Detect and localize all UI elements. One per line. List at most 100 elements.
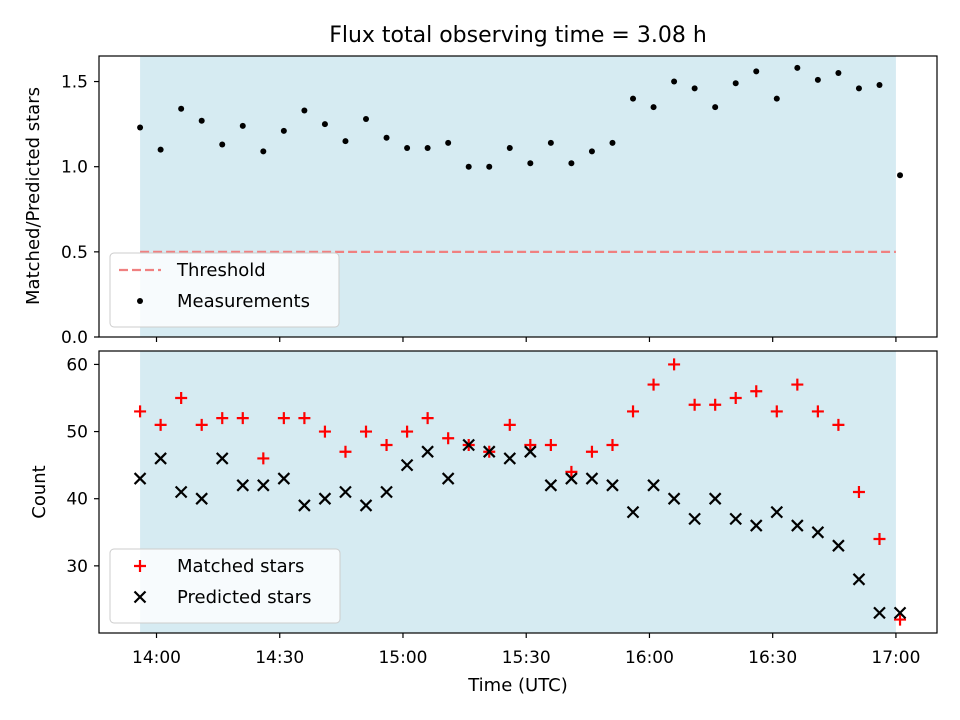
measurement-point xyxy=(568,160,575,167)
matched-star-point xyxy=(421,412,434,425)
predicted-star-point xyxy=(441,472,455,485)
chart-title: Flux total observing time = 3.08 h xyxy=(329,23,707,48)
predicted-star-point xyxy=(257,479,270,492)
matched-star-point xyxy=(277,412,290,425)
predicted-star-point xyxy=(133,472,147,485)
predicted-star-point xyxy=(708,492,722,505)
measurement-point xyxy=(383,134,390,141)
predicted-star-point xyxy=(400,458,414,472)
y-tick-label: 30 xyxy=(66,557,88,577)
x-tick-label: 17:00 xyxy=(871,648,920,668)
y-tick-label: 0.5 xyxy=(61,243,88,263)
matched-star-point xyxy=(154,418,167,431)
measurement-point xyxy=(219,141,226,148)
measurement-point xyxy=(691,85,698,92)
measurement-point xyxy=(342,138,349,145)
x-tick-label: 16:30 xyxy=(748,648,797,668)
y-tick-label: 40 xyxy=(66,490,88,510)
matched-star-point xyxy=(401,425,414,438)
x-axis-label: Time (UTC) xyxy=(467,675,568,696)
measurement-point xyxy=(445,139,452,146)
matched-star-point xyxy=(750,385,763,398)
y-tick-label: 0.0 xyxy=(61,328,88,348)
legend-predicted-swatch xyxy=(133,590,147,604)
matched-star-point xyxy=(832,418,845,431)
measurement-point xyxy=(753,68,760,75)
predicted-star-point xyxy=(791,519,804,532)
y-axis-label-count: Count xyxy=(29,465,50,518)
matched-star-point xyxy=(894,613,907,626)
predicted-star-point xyxy=(832,539,845,552)
ratio-panel: Flux total observing time = 3.08 h 0.0 0.… xyxy=(23,23,938,348)
matched-star-point xyxy=(339,445,352,458)
x-tick-label: 15:00 xyxy=(378,648,427,668)
count-panel: 30 40 50 60 14:00 14:30 15:00 15:30 16:00 16:30 17… xyxy=(29,350,938,696)
matched-star-point xyxy=(442,432,455,445)
measurement-point xyxy=(794,64,801,71)
predicted-star-point xyxy=(873,606,886,620)
measurement-point xyxy=(773,95,780,102)
matched-star-point xyxy=(811,405,824,418)
measurement-point xyxy=(239,122,246,129)
predicted-star-point xyxy=(339,485,352,499)
matched-star-point xyxy=(688,398,701,411)
measurement-point xyxy=(671,78,678,85)
legend-label: Measurements xyxy=(177,291,310,312)
matched-star-point xyxy=(544,439,557,451)
measurement-point xyxy=(486,163,493,170)
legend-label: Matched stars xyxy=(177,556,304,577)
predicted-star-point xyxy=(749,519,763,532)
predicted-star-point xyxy=(770,505,784,519)
measurement-point xyxy=(424,144,431,151)
matched-star-point xyxy=(134,405,147,418)
matched-star-point xyxy=(709,398,722,411)
matched-star-point xyxy=(565,465,578,478)
legend-label: Threshold xyxy=(176,260,266,281)
measurement-point xyxy=(712,104,719,111)
measurement-point xyxy=(630,95,637,102)
measurement-point xyxy=(363,116,370,123)
predicted-star-point xyxy=(606,479,619,492)
matched-star-point xyxy=(585,445,598,458)
predicted-star-point xyxy=(421,445,434,458)
matched-star-point xyxy=(770,405,783,418)
matched-star-point xyxy=(873,533,886,545)
x-tick-label: 16:00 xyxy=(625,648,674,668)
legend-box xyxy=(109,252,340,328)
x-tick-label: 14:30 xyxy=(255,648,304,668)
predicted-star-point xyxy=(380,485,393,499)
predicted-star-point xyxy=(565,472,578,485)
matched-star-point xyxy=(195,418,208,431)
predicted-star-point xyxy=(318,492,332,505)
matched-star-point xyxy=(360,425,373,438)
predicted-star-point xyxy=(503,452,517,465)
matched-star-point xyxy=(647,378,660,391)
measurement-point xyxy=(260,148,267,155)
axes-frame xyxy=(98,55,938,338)
matched-star-point xyxy=(380,439,393,451)
x-tick-label: 14:00 xyxy=(132,648,181,668)
predicted-star-point xyxy=(236,479,250,492)
x-tick-label: 15:30 xyxy=(502,648,551,668)
matched-star-point xyxy=(503,418,516,431)
measurement-point xyxy=(198,117,205,124)
matched-star-point xyxy=(236,412,249,425)
predicted-star-point xyxy=(852,573,866,586)
predicted-star-point xyxy=(195,492,208,505)
measurement-point xyxy=(588,148,595,155)
predicted-star-point xyxy=(544,479,558,492)
matched-star-point xyxy=(852,486,865,498)
predicted-star-point xyxy=(462,438,475,452)
predicted-star-point xyxy=(729,512,742,526)
predicted-star-point xyxy=(277,472,291,485)
measurement-point xyxy=(301,107,308,114)
predicted-star-point xyxy=(359,499,373,512)
measurement-point xyxy=(527,160,534,167)
measurement-point xyxy=(137,124,144,131)
matched-star-point xyxy=(627,405,640,418)
measurement-point xyxy=(157,146,164,153)
measurement-point xyxy=(732,80,739,87)
measurement-point xyxy=(650,104,657,111)
measurement-point xyxy=(506,144,513,151)
